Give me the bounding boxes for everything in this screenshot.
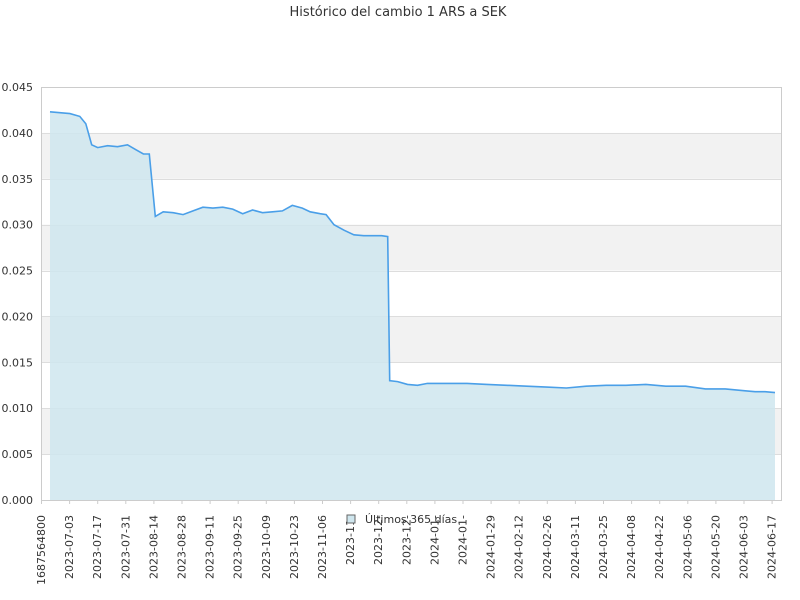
x-tick-label: 2024-06-17 <box>766 515 779 579</box>
legend: Últimos 365 días <box>346 513 457 526</box>
y-tick-label: 0.025 <box>2 265 34 278</box>
x-tick-label: 1687564800 <box>35 515 48 585</box>
x-tick-label: 2023-12- <box>400 515 413 565</box>
x-tick-label: 2024-06-03 <box>738 515 751 579</box>
x-tick-label: 2024-01-29 <box>485 515 498 579</box>
x-tick-label: 2023-12- <box>372 515 385 565</box>
x-axis-ticks: 1687564800 2023-07-03 2023-07-17 2023-07-31… <box>35 500 779 585</box>
x-tick-label: 2023-08-14 <box>147 515 160 579</box>
y-tick-label: 0.030 <box>2 219 34 232</box>
x-tick-label: 2023-08-28 <box>176 515 189 579</box>
y-tick-label: 0.000 <box>2 494 34 507</box>
x-tick-label: 2023-09-25 <box>232 515 245 579</box>
x-tick-label: 2024-02-12 <box>513 515 526 579</box>
x-tick-label: 2023-10-09 <box>260 515 273 579</box>
plot-frame <box>41 87 782 501</box>
x-tick-label: 2023-07-17 <box>91 515 104 579</box>
y-tick-label: 0.015 <box>2 356 34 369</box>
series-line <box>49 111 776 394</box>
x-tick-label: 2023-07-31 <box>119 515 132 579</box>
y-tick-label: 0.040 <box>2 127 34 140</box>
x-tick-label: 2024-04-08 <box>625 515 638 579</box>
x-tick-label: 2024-02-26 <box>541 515 554 579</box>
x-tick-label: 2023-07-03 <box>63 515 76 579</box>
x-tick-label: 2024-03-25 <box>597 515 610 579</box>
x-tick-label: 2024-05-20 <box>709 515 722 579</box>
x-tick-label: 2023-11- <box>344 515 357 565</box>
x-tick-label: 2023-11-06 <box>316 515 329 579</box>
x-tick-label: 2023-10-23 <box>288 515 301 579</box>
x-tick-label: 2024-03-11 <box>569 515 582 579</box>
legend-swatch <box>346 514 356 524</box>
y-tick-label: 0.005 <box>2 448 34 461</box>
y-axis-ticks: 0.000 0.005 0.010 0.015 0.020 0.025 0.030 0.035… <box>2 81 34 507</box>
background-band <box>41 132 781 179</box>
x-tick-label: 2023-09-11 <box>204 515 217 579</box>
x-tick-label: 2024-01- <box>457 515 470 565</box>
y-tick-label: 0.020 <box>2 310 34 323</box>
x-tick-label: 2024-01- <box>428 515 441 565</box>
legend-label: Últimos 365 días <box>365 513 457 526</box>
chart-title: Histórico del cambio 1 ARS a SEK <box>290 5 507 20</box>
y-tick-label: 0.035 <box>2 173 34 186</box>
x-tick-label: 2024-05-06 <box>681 515 694 579</box>
y-tick-label: 0.010 <box>2 402 34 415</box>
y-tick-label: 0.045 <box>2 81 34 94</box>
x-tick-label: 2024-04-22 <box>653 515 666 579</box>
